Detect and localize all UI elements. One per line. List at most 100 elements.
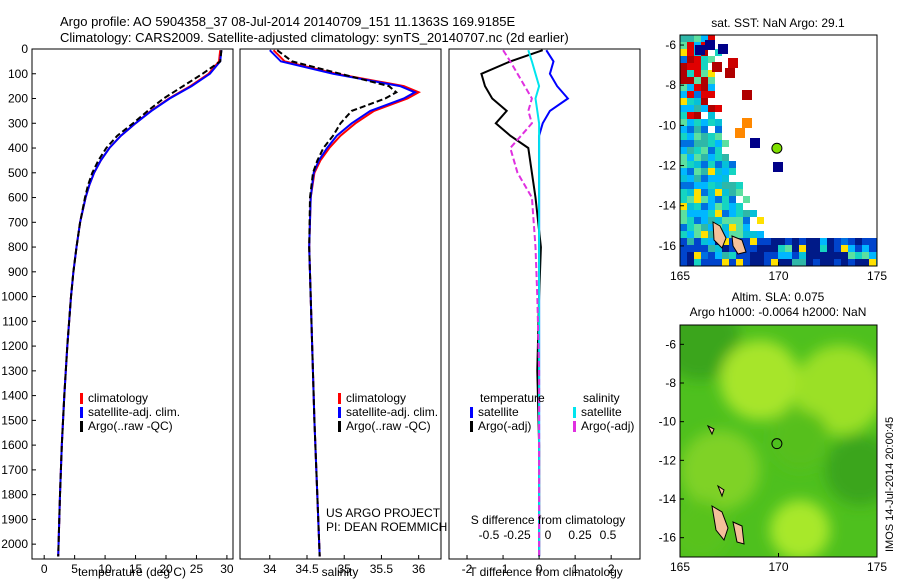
sst-map-cell xyxy=(708,105,715,112)
sst-map-cell xyxy=(694,154,701,161)
sst-map-cell xyxy=(687,259,694,266)
temperature-series-0 xyxy=(57,50,222,557)
sst-map-cell xyxy=(680,49,687,56)
sst-map-cell xyxy=(680,77,687,84)
sst-map-cell xyxy=(701,126,708,133)
sst-map-cell xyxy=(701,175,708,182)
sst-map-cell xyxy=(687,175,694,182)
difference-axes xyxy=(448,48,641,560)
sst-map-cell xyxy=(729,182,736,189)
figure-title-line2: Climatology: CARS2009. Satellite-adjuste… xyxy=(60,30,569,45)
sst-map-cell xyxy=(687,154,694,161)
sst-map-cell xyxy=(680,175,687,182)
sst-map-cell xyxy=(680,56,687,63)
sst-map-patch xyxy=(742,90,752,100)
salinity-series-1 xyxy=(269,49,418,557)
sst-map-cell xyxy=(708,217,715,224)
sla-map-argo-marker xyxy=(771,438,783,450)
sst-map-cell xyxy=(694,35,701,42)
difference-xtick-label: 0 xyxy=(536,562,543,576)
sst-map-cell xyxy=(694,119,701,126)
sst-map-cell xyxy=(764,252,771,259)
sst-map-cell xyxy=(687,98,694,105)
sst-map-cell xyxy=(729,161,736,168)
sst-map-cell xyxy=(708,189,715,196)
sst-map-cell xyxy=(680,168,687,175)
sst-map-cell xyxy=(701,147,708,154)
sla-map-field xyxy=(770,500,830,557)
sst-map-cell xyxy=(680,105,687,112)
temperature-series-2 xyxy=(57,50,223,557)
depth-tick-label: 700 xyxy=(8,215,28,229)
sst-map-cell xyxy=(708,133,715,140)
sst-map-cell xyxy=(771,259,778,266)
sst-map-xtick-label: 175 xyxy=(867,269,887,283)
sst-map-cell xyxy=(708,224,715,231)
salinity-axes xyxy=(239,48,442,560)
sla-map-field xyxy=(720,340,800,420)
difference-xtick-label: 2 xyxy=(608,562,615,576)
depth-tick-label: 1400 xyxy=(1,389,28,403)
sst-map-cell xyxy=(694,210,701,217)
sst-map-cell xyxy=(701,231,708,238)
sst-map-cell xyxy=(708,168,715,175)
sst-map-cell xyxy=(680,217,687,224)
salinity-series-2 xyxy=(276,49,399,557)
salinity-xtick-label: 35.5 xyxy=(370,562,394,576)
salinity-legend-label: Argo(..raw -QC) xyxy=(346,419,431,433)
sst-map-cell xyxy=(687,147,694,154)
sst-map-cell xyxy=(687,224,694,231)
sst-map-cell xyxy=(715,126,722,133)
sst-map-cell xyxy=(687,210,694,217)
sst-map-cell xyxy=(701,98,708,105)
depth-tick-label: 1200 xyxy=(1,339,28,353)
sla-map-xtick-label: 175 xyxy=(867,560,887,574)
sst-map-xtick-label: 165 xyxy=(670,269,690,283)
sst-map-cell xyxy=(687,126,694,133)
difference-xtick-label: 1 xyxy=(572,562,579,576)
sla-map-field xyxy=(795,345,877,435)
sst-map-cell xyxy=(687,140,694,147)
depth-tick-label: 1600 xyxy=(1,438,28,452)
sst-map-cell xyxy=(757,231,764,238)
sst-map-cell xyxy=(715,119,722,126)
sst-map-cell xyxy=(694,224,701,231)
sst-map-cell xyxy=(687,252,694,259)
sla-map-ytick-label: -6 xyxy=(665,337,676,351)
sst-map-cell xyxy=(701,77,708,84)
sst-map-cell xyxy=(708,119,715,126)
sst-map-cell xyxy=(708,161,715,168)
sst-map-cell xyxy=(799,259,806,266)
sst-map-cell xyxy=(715,105,722,112)
sst-map-cell xyxy=(701,259,708,266)
temperature-legend-swatch xyxy=(80,421,83,432)
sst-map-cell xyxy=(715,140,722,147)
sst-map-cell xyxy=(771,252,778,259)
sst-map-cell xyxy=(694,91,701,98)
sst-map-cell xyxy=(729,245,736,252)
sst-map-cell xyxy=(799,245,806,252)
sst-map-cell xyxy=(722,168,729,175)
sst-map-cell xyxy=(701,154,708,161)
sst-map-patch xyxy=(735,128,745,138)
temperature-xtick-label: 20 xyxy=(159,562,173,576)
difference-sal-legend-swatch xyxy=(573,407,576,418)
sst-map-cell xyxy=(799,252,806,259)
sst-map-cell xyxy=(750,259,757,266)
difference-series-0 xyxy=(538,49,570,557)
temperature-xlabel: temperature (deg C) xyxy=(78,565,186,579)
sst-map-cell xyxy=(680,210,687,217)
sst-map-cell xyxy=(722,210,729,217)
sst-map-cell xyxy=(778,259,785,266)
sst-map-ytick-label: -14 xyxy=(659,199,677,213)
sst-map-cell xyxy=(708,147,715,154)
temperature-xtick-label: 30 xyxy=(220,562,234,576)
sst-map-cell xyxy=(694,252,701,259)
sst-map-cell xyxy=(729,210,736,217)
sst-map-cell xyxy=(701,63,708,70)
sst-map-cell xyxy=(701,252,708,259)
sst-map-cell xyxy=(743,252,750,259)
temperature-xtick-label: 15 xyxy=(129,562,143,576)
difference-sal-legend-swatch xyxy=(573,421,576,432)
depth-tick-label: 1800 xyxy=(1,488,28,502)
